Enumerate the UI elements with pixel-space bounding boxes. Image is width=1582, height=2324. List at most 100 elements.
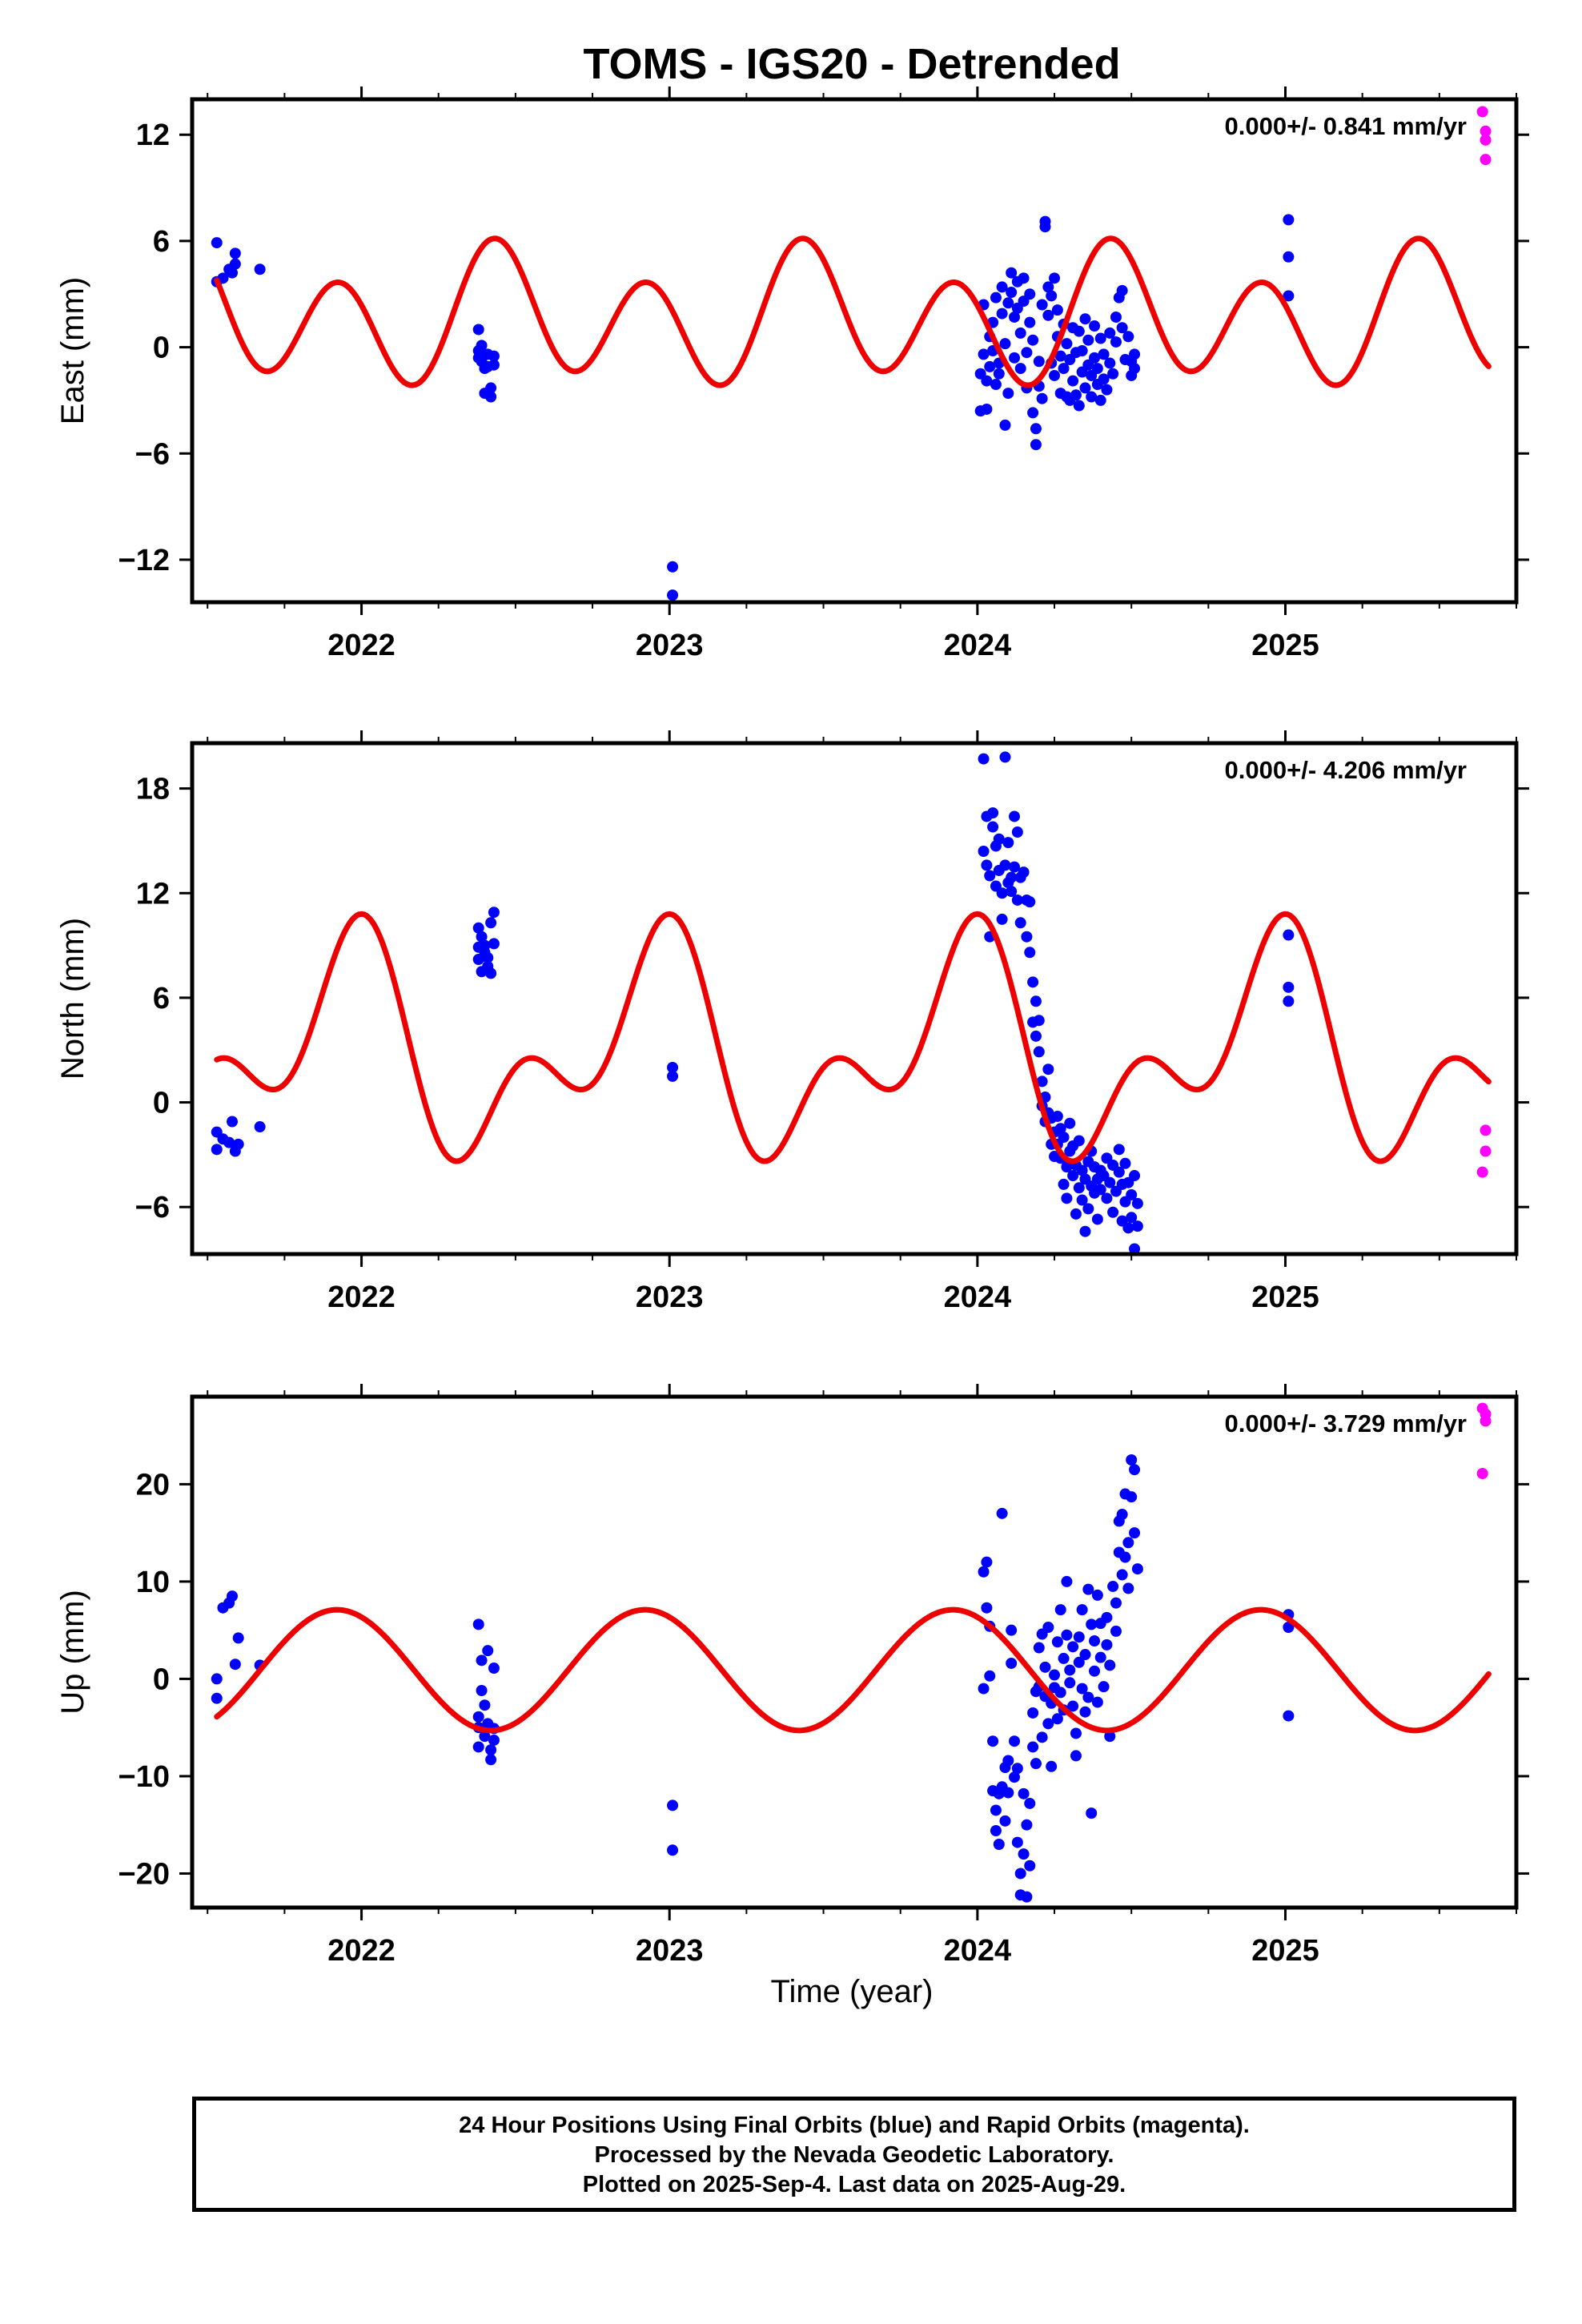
- east-final-point: [1021, 347, 1033, 359]
- up-final-point: [1086, 1807, 1098, 1819]
- north-final-point: [472, 922, 484, 934]
- up-final-point: [1067, 1700, 1079, 1712]
- north-final-point: [488, 907, 500, 919]
- up-final-point: [1049, 1669, 1061, 1681]
- east-final-point: [472, 324, 484, 336]
- east-final-point: [1018, 272, 1030, 284]
- up-final-point: [1042, 1718, 1054, 1730]
- north-final-point: [482, 951, 494, 963]
- up-final-point: [1079, 1649, 1091, 1661]
- east-final-point: [999, 338, 1011, 350]
- north-plot-frame: [190, 741, 1519, 1256]
- up-final-point: [1033, 1642, 1045, 1654]
- up-final-point: [1119, 1551, 1131, 1563]
- up-final-point: [1094, 1651, 1106, 1663]
- up-final-point: [485, 1744, 497, 1756]
- east-x-tick-label: 2022: [327, 629, 396, 662]
- east-rapid-point: [1480, 125, 1492, 137]
- east-final-point: [1049, 272, 1061, 284]
- north-rate-annotation: 0.000+/- 4.206 mm/yr: [1225, 756, 1467, 784]
- figure-title: TOMS - IGS20 - Detrended: [583, 40, 1120, 88]
- up-x-tick-label: 2025: [1251, 1934, 1319, 1968]
- up-final-point: [1042, 1622, 1054, 1634]
- up-final-point: [476, 1685, 488, 1697]
- up-final-point: [1021, 1819, 1033, 1831]
- up-final-point: [229, 1659, 241, 1671]
- east-final-point: [1110, 311, 1122, 323]
- north-final-point: [987, 821, 999, 833]
- up-rate-annotation: 0.000+/- 3.729 mm/yr: [1225, 1409, 1467, 1437]
- north-final-point: [996, 913, 1008, 925]
- east-final-point: [1046, 290, 1058, 302]
- up-final-point: [1098, 1681, 1110, 1693]
- up-final-point: [1002, 1787, 1014, 1799]
- east-final-point: [1089, 352, 1101, 364]
- east-final-point: [999, 419, 1011, 431]
- north-final-point: [1283, 981, 1295, 993]
- north-final-point: [485, 917, 497, 929]
- north-x-tick-label: 2022: [327, 1281, 396, 1314]
- east-final-point: [1098, 373, 1110, 385]
- east-final-point: [1086, 391, 1098, 403]
- north-final-point: [1064, 1117, 1076, 1129]
- up-final-point: [472, 1741, 484, 1753]
- up-final-point: [1039, 1661, 1051, 1673]
- north-final-point: [1024, 947, 1036, 959]
- up-final-point: [1283, 1710, 1295, 1722]
- up-y-tick-label: 20: [136, 1468, 170, 1502]
- up-final-point: [1058, 1652, 1070, 1664]
- east-model-curve: [214, 235, 1492, 388]
- east-final-point: [1076, 345, 1088, 356]
- up-final-point: [211, 1673, 223, 1685]
- up-final-point: [1009, 1771, 1021, 1783]
- north-rapid-point: [1480, 1124, 1492, 1136]
- east-final-point: [1073, 400, 1085, 412]
- east-final-point: [229, 258, 241, 270]
- east-final-point: [1033, 356, 1045, 368]
- north-final-point: [1009, 861, 1021, 873]
- east-rapid-point: [1480, 134, 1492, 146]
- up-final-point: [479, 1731, 491, 1743]
- up-final-point: [1110, 1597, 1122, 1609]
- panel-north: 2022 2023 2024 2025 −6 0 6 12 18 North (mm) 0.000+…: [55, 730, 1529, 1314]
- up-final-point: [1051, 1636, 1063, 1648]
- north-final-point: [1129, 1243, 1141, 1254]
- east-y-tick-label: 12: [136, 119, 170, 152]
- east-final-point: [1027, 334, 1039, 346]
- north-final-point: [1126, 1212, 1138, 1224]
- up-final-point: [1073, 1656, 1085, 1668]
- up-final-point: [1027, 1741, 1039, 1753]
- panel-up: 2022 2023 2024 2025 −20 −10 0 10 20 Up (mm) 0.000+…: [55, 1384, 1529, 1968]
- east-final-point: [1129, 348, 1141, 360]
- north-final-point: [1054, 1123, 1066, 1135]
- north-model-curve: [214, 911, 1492, 1164]
- east-final-point: [1039, 221, 1051, 233]
- east-final-point: [1101, 384, 1113, 396]
- east-final-point: [229, 247, 241, 259]
- north-final-point: [667, 1070, 679, 1082]
- footer-caption-box: 24 Hour Positions Using Final Orbits (bl…: [192, 2097, 1516, 2212]
- panel-east: 2022 2023 2024 2025 −12 −6 0 6 12 East (mm) 0.000+…: [55, 86, 1529, 662]
- north-final-point: [1094, 1184, 1106, 1196]
- up-final-point: [1086, 1618, 1098, 1630]
- up-y-tick-label: −10: [118, 1760, 170, 1794]
- up-final-point: [1126, 1491, 1138, 1503]
- east-final-point: [1104, 327, 1116, 339]
- north-final-point: [1122, 1222, 1134, 1234]
- north-final-point: [232, 1138, 244, 1150]
- up-rapid-point: [1476, 1468, 1488, 1480]
- north-y-axis-label: North (mm): [55, 918, 90, 1080]
- east-final-point: [1082, 334, 1094, 346]
- east-rate-annotation: 0.000+/- 0.841 mm/yr: [1225, 112, 1467, 140]
- east-final-point: [1079, 313, 1091, 325]
- north-final-point: [987, 807, 999, 819]
- east-y-tick-label: −12: [118, 544, 170, 577]
- north-final-point: [485, 967, 497, 979]
- north-final-point: [1126, 1188, 1138, 1200]
- north-final-point: [1006, 886, 1018, 898]
- east-final-point: [1002, 297, 1014, 309]
- up-final-point: [1079, 1706, 1091, 1718]
- north-rapid-point: [1480, 1145, 1492, 1157]
- north-final-point: [978, 846, 990, 858]
- east-final-point: [667, 589, 679, 601]
